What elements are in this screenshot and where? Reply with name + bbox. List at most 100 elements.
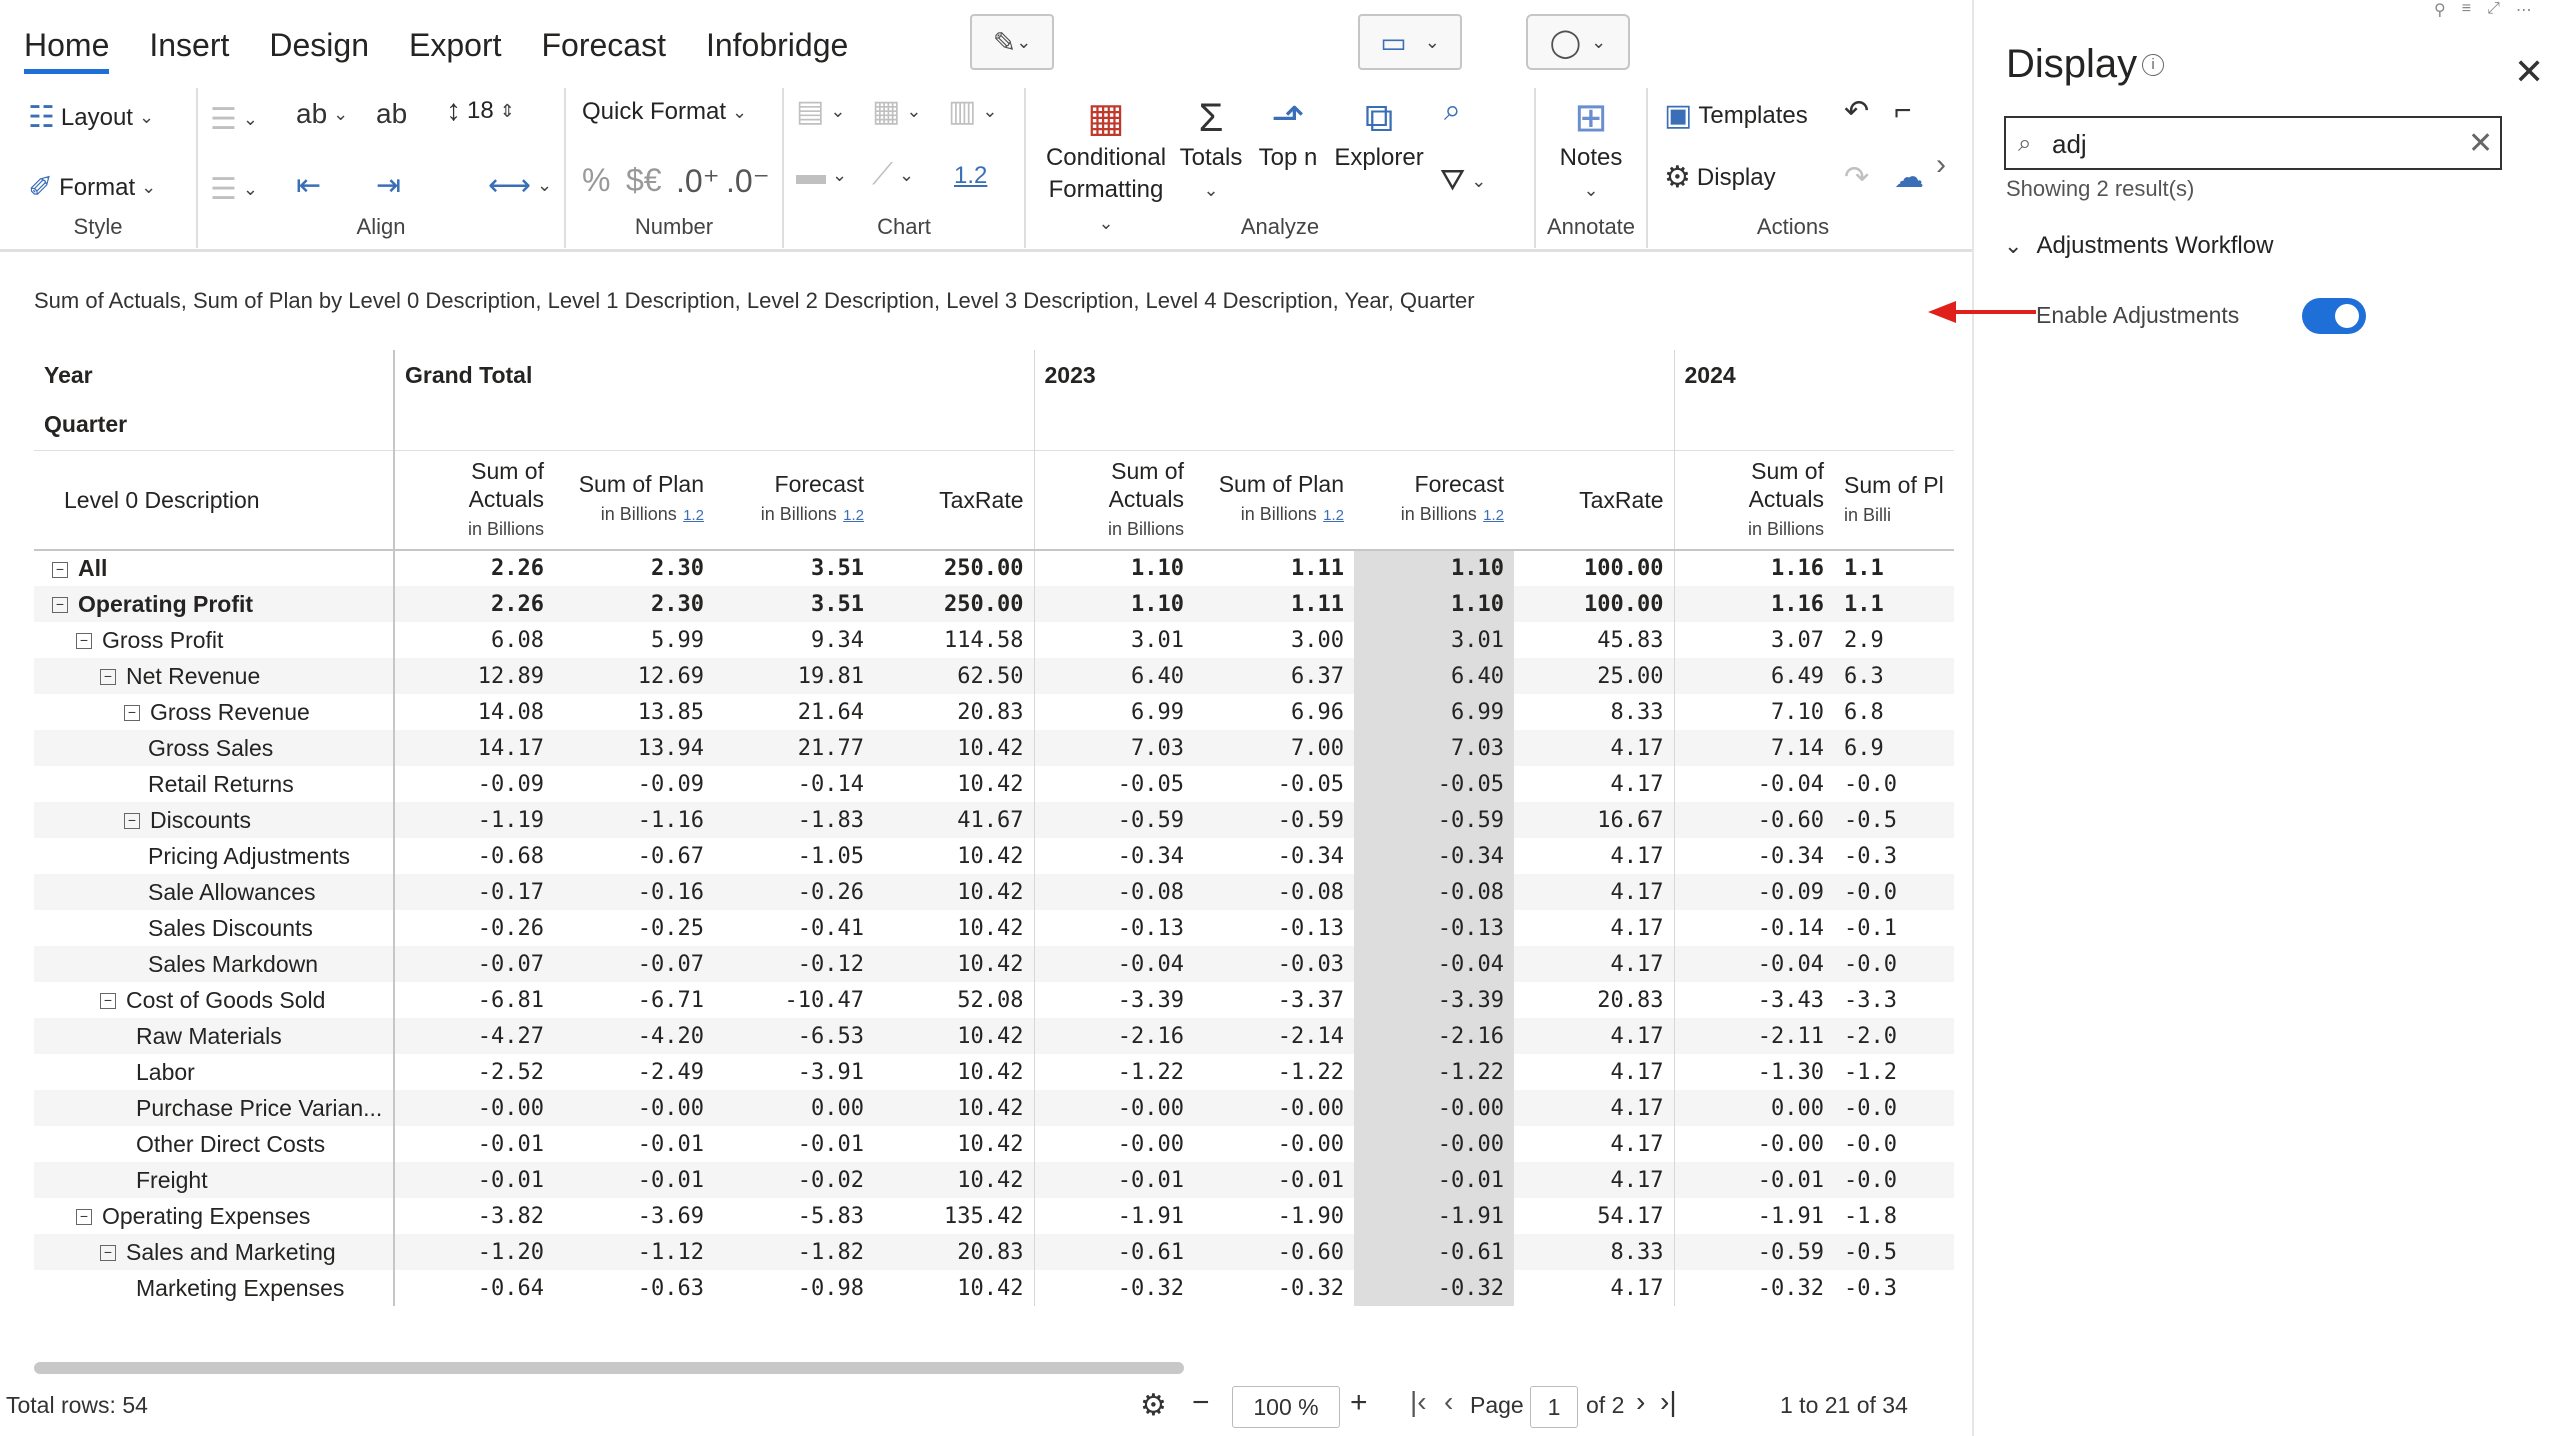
ruler-button[interactable]: ⌐ — [1894, 94, 1912, 128]
table-row[interactable]: Gross Sales 14.17 13.94 21.77 10.42 7.03 7.00 7… — [34, 730, 1954, 766]
table-cell[interactable]: -0.01 — [477, 1131, 544, 1157]
table-cell[interactable]: -0.59 — [1673, 1234, 1834, 1270]
table-cell[interactable]: -0.32 — [1277, 1275, 1344, 1301]
table-cell[interactable]: -0.32 — [1354, 1270, 1514, 1306]
table-cell[interactable]: 10.42 — [874, 946, 1034, 982]
filter-icon[interactable]: ≡ — [2461, 0, 2472, 17]
table-cell[interactable]: -5.83 — [797, 1203, 864, 1229]
table-cell[interactable]: -0.0 — [1834, 1162, 1954, 1198]
table-cell[interactable]: -3.39 — [1354, 982, 1514, 1018]
layout-button[interactable]: ☷ Layout ⌄ — [28, 100, 154, 135]
table-cell[interactable]: 0.00 — [1673, 1090, 1834, 1126]
table-cell[interactable]: 2.26 — [394, 586, 554, 622]
undo-button[interactable]: ↶ — [1844, 94, 1869, 129]
table-cell[interactable]: -0.26 — [477, 915, 544, 941]
table-cell[interactable]: -0.00 — [1354, 1090, 1514, 1126]
table-cell[interactable]: 7.03 — [1354, 730, 1514, 766]
table-cell[interactable]: 10.42 — [874, 874, 1034, 910]
table-cell[interactable]: -0.05 — [1354, 766, 1514, 802]
line-chart-button[interactable]: ⟋ ⌄ — [872, 158, 914, 192]
decrease-decimal-button[interactable]: .0⁻ — [726, 162, 770, 200]
table-cell[interactable]: -0.26 — [714, 874, 874, 910]
table-cell[interactable]: 10.42 — [874, 1162, 1034, 1198]
table-cell[interactable]: -0.08 — [1033, 874, 1194, 910]
col-header-forecast[interactable]: Forecast in Billions 1.2 — [1354, 449, 1514, 551]
table-cell[interactable]: 6.99 — [1033, 694, 1194, 730]
stacked-chart-button[interactable]: ▥ ⌄ — [948, 94, 997, 129]
collapse-icon[interactable]: − — [124, 813, 140, 830]
variance-chart-button[interactable]: ▦ ⌄ — [872, 94, 921, 129]
table-cell[interactable]: -0.61 — [1354, 1234, 1514, 1270]
table-cell[interactable]: -2.11 — [1673, 1018, 1834, 1054]
table-cell[interactable]: -6.81 — [477, 987, 544, 1013]
tab-export[interactable]: Export — [409, 27, 502, 63]
table-cell[interactable]: 4.17 — [1514, 946, 1674, 982]
table-cell[interactable]: -0.05 — [1277, 771, 1344, 797]
align-left-button[interactable]: ☰ ⌄ — [210, 102, 258, 137]
table-cell[interactable]: 4.17 — [1610, 1059, 1664, 1085]
table-cell[interactable]: 100.00 — [1584, 556, 1664, 581]
table-cell[interactable]: 10.42 — [957, 771, 1024, 797]
table-cell[interactable]: 10.42 — [957, 1059, 1024, 1085]
table-cell[interactable]: 1.16 — [1673, 586, 1834, 622]
table-cell[interactable]: -0.0 — [1844, 771, 1897, 797]
table-row[interactable]: − Operating Profit 2.26 2.30 3.51 250.00 1.10 1… — [34, 586, 1954, 622]
table-cell[interactable]: -1.91 — [1354, 1198, 1514, 1234]
table-cell[interactable]: 4.17 — [1610, 915, 1664, 941]
table-cell[interactable]: -1.90 — [1277, 1203, 1344, 1229]
table-cell[interactable]: 21.77 — [714, 730, 874, 766]
table-cell[interactable]: -0.04 — [1033, 946, 1194, 982]
table-cell[interactable]: 62.50 — [874, 658, 1034, 694]
table-cell[interactable]: 4.17 — [1514, 1018, 1674, 1054]
table-cell[interactable]: 41.67 — [874, 802, 1034, 838]
horizontal-scrollbar[interactable] — [34, 1362, 1184, 1374]
collapse-icon[interactable]: − — [76, 1209, 92, 1226]
table-cell[interactable]: 4.17 — [1514, 1162, 1674, 1198]
collapse-icon[interactable]: − — [100, 1245, 116, 1262]
table-cell[interactable]: 250.00 — [874, 586, 1034, 622]
table-cell[interactable]: -1.30 — [1673, 1054, 1834, 1090]
clear-search-icon[interactable]: ✕ — [2468, 127, 2494, 160]
table-cell[interactable]: 3.00 — [1291, 627, 1344, 653]
table-cell[interactable]: -1.8 — [1844, 1203, 1897, 1229]
percent-button[interactable]: % — [582, 162, 610, 199]
table-cell[interactable]: 1.1 — [1834, 586, 1954, 622]
col-header-plan[interactable]: Sum of Plan in Billions 1.2 — [1194, 449, 1354, 551]
table-row[interactable]: − Gross Profit 6.08 5.99 9.34 114.58 3.01 3.00 3… — [34, 622, 1954, 658]
tab-forecast[interactable]: Forecast — [541, 27, 666, 63]
table-cell[interactable]: 7.00 — [1194, 730, 1354, 766]
table-cell[interactable]: -0.00 — [1673, 1126, 1834, 1162]
table-cell[interactable]: 9.34 — [811, 627, 864, 653]
table-cell[interactable]: -0.13 — [1354, 910, 1514, 946]
zoom-input[interactable]: 100 % — [1232, 1386, 1340, 1428]
table-cell[interactable]: 7.03 — [1033, 730, 1194, 766]
align-center-button[interactable]: ☰ ⌄ — [210, 172, 258, 207]
table-cell[interactable]: -0.0 — [1844, 1131, 1897, 1157]
table-cell[interactable]: -0.01 — [1033, 1162, 1194, 1198]
table-cell[interactable]: 135.42 — [944, 1203, 1024, 1229]
table-cell[interactable]: 1.10 — [1033, 550, 1194, 586]
table-cell[interactable]: -0.60 — [1673, 802, 1834, 838]
table-cell[interactable]: 5.99 — [651, 627, 704, 653]
table-cell[interactable]: 4.17 — [1610, 1275, 1664, 1301]
column-width-button[interactable]: ⟷ ⌄ — [488, 168, 552, 203]
table-cell[interactable]: -0.64 — [477, 1275, 544, 1301]
table-cell[interactable]: -0.13 — [1033, 910, 1194, 946]
text-wrap-button[interactable]: ab ⌄ — [296, 98, 348, 130]
table-cell[interactable]: -0.0 — [1834, 874, 1954, 910]
table-cell[interactable]: -0.0 — [1834, 1090, 1954, 1126]
table-cell[interactable]: 14.08 — [477, 699, 544, 725]
table-cell[interactable]: -0.07 — [394, 946, 554, 982]
table-cell[interactable]: -0.00 — [1033, 1126, 1194, 1162]
prev-page-button[interactable]: ‹ — [1444, 1386, 1454, 1417]
table-cell[interactable]: -0.59 — [1354, 802, 1514, 838]
table-cell[interactable]: -0.41 — [797, 915, 864, 941]
table-cell[interactable]: -1.91 — [1033, 1198, 1194, 1234]
first-page-button[interactable]: |‹ — [1410, 1386, 1427, 1417]
table-row[interactable]: Raw Materials -4.27 -4.20 -6.53 10.42 -2.16 -2… — [34, 1018, 1954, 1054]
col-header-actuals[interactable]: Sum of Actuals in Billions — [1673, 449, 1834, 551]
table-cell[interactable]: -2.14 — [1194, 1018, 1354, 1054]
table-cell[interactable]: -1.22 — [1277, 1059, 1344, 1085]
table-cell[interactable]: -2.52 — [477, 1059, 544, 1085]
table-cell[interactable]: 1.10 — [1033, 586, 1194, 622]
